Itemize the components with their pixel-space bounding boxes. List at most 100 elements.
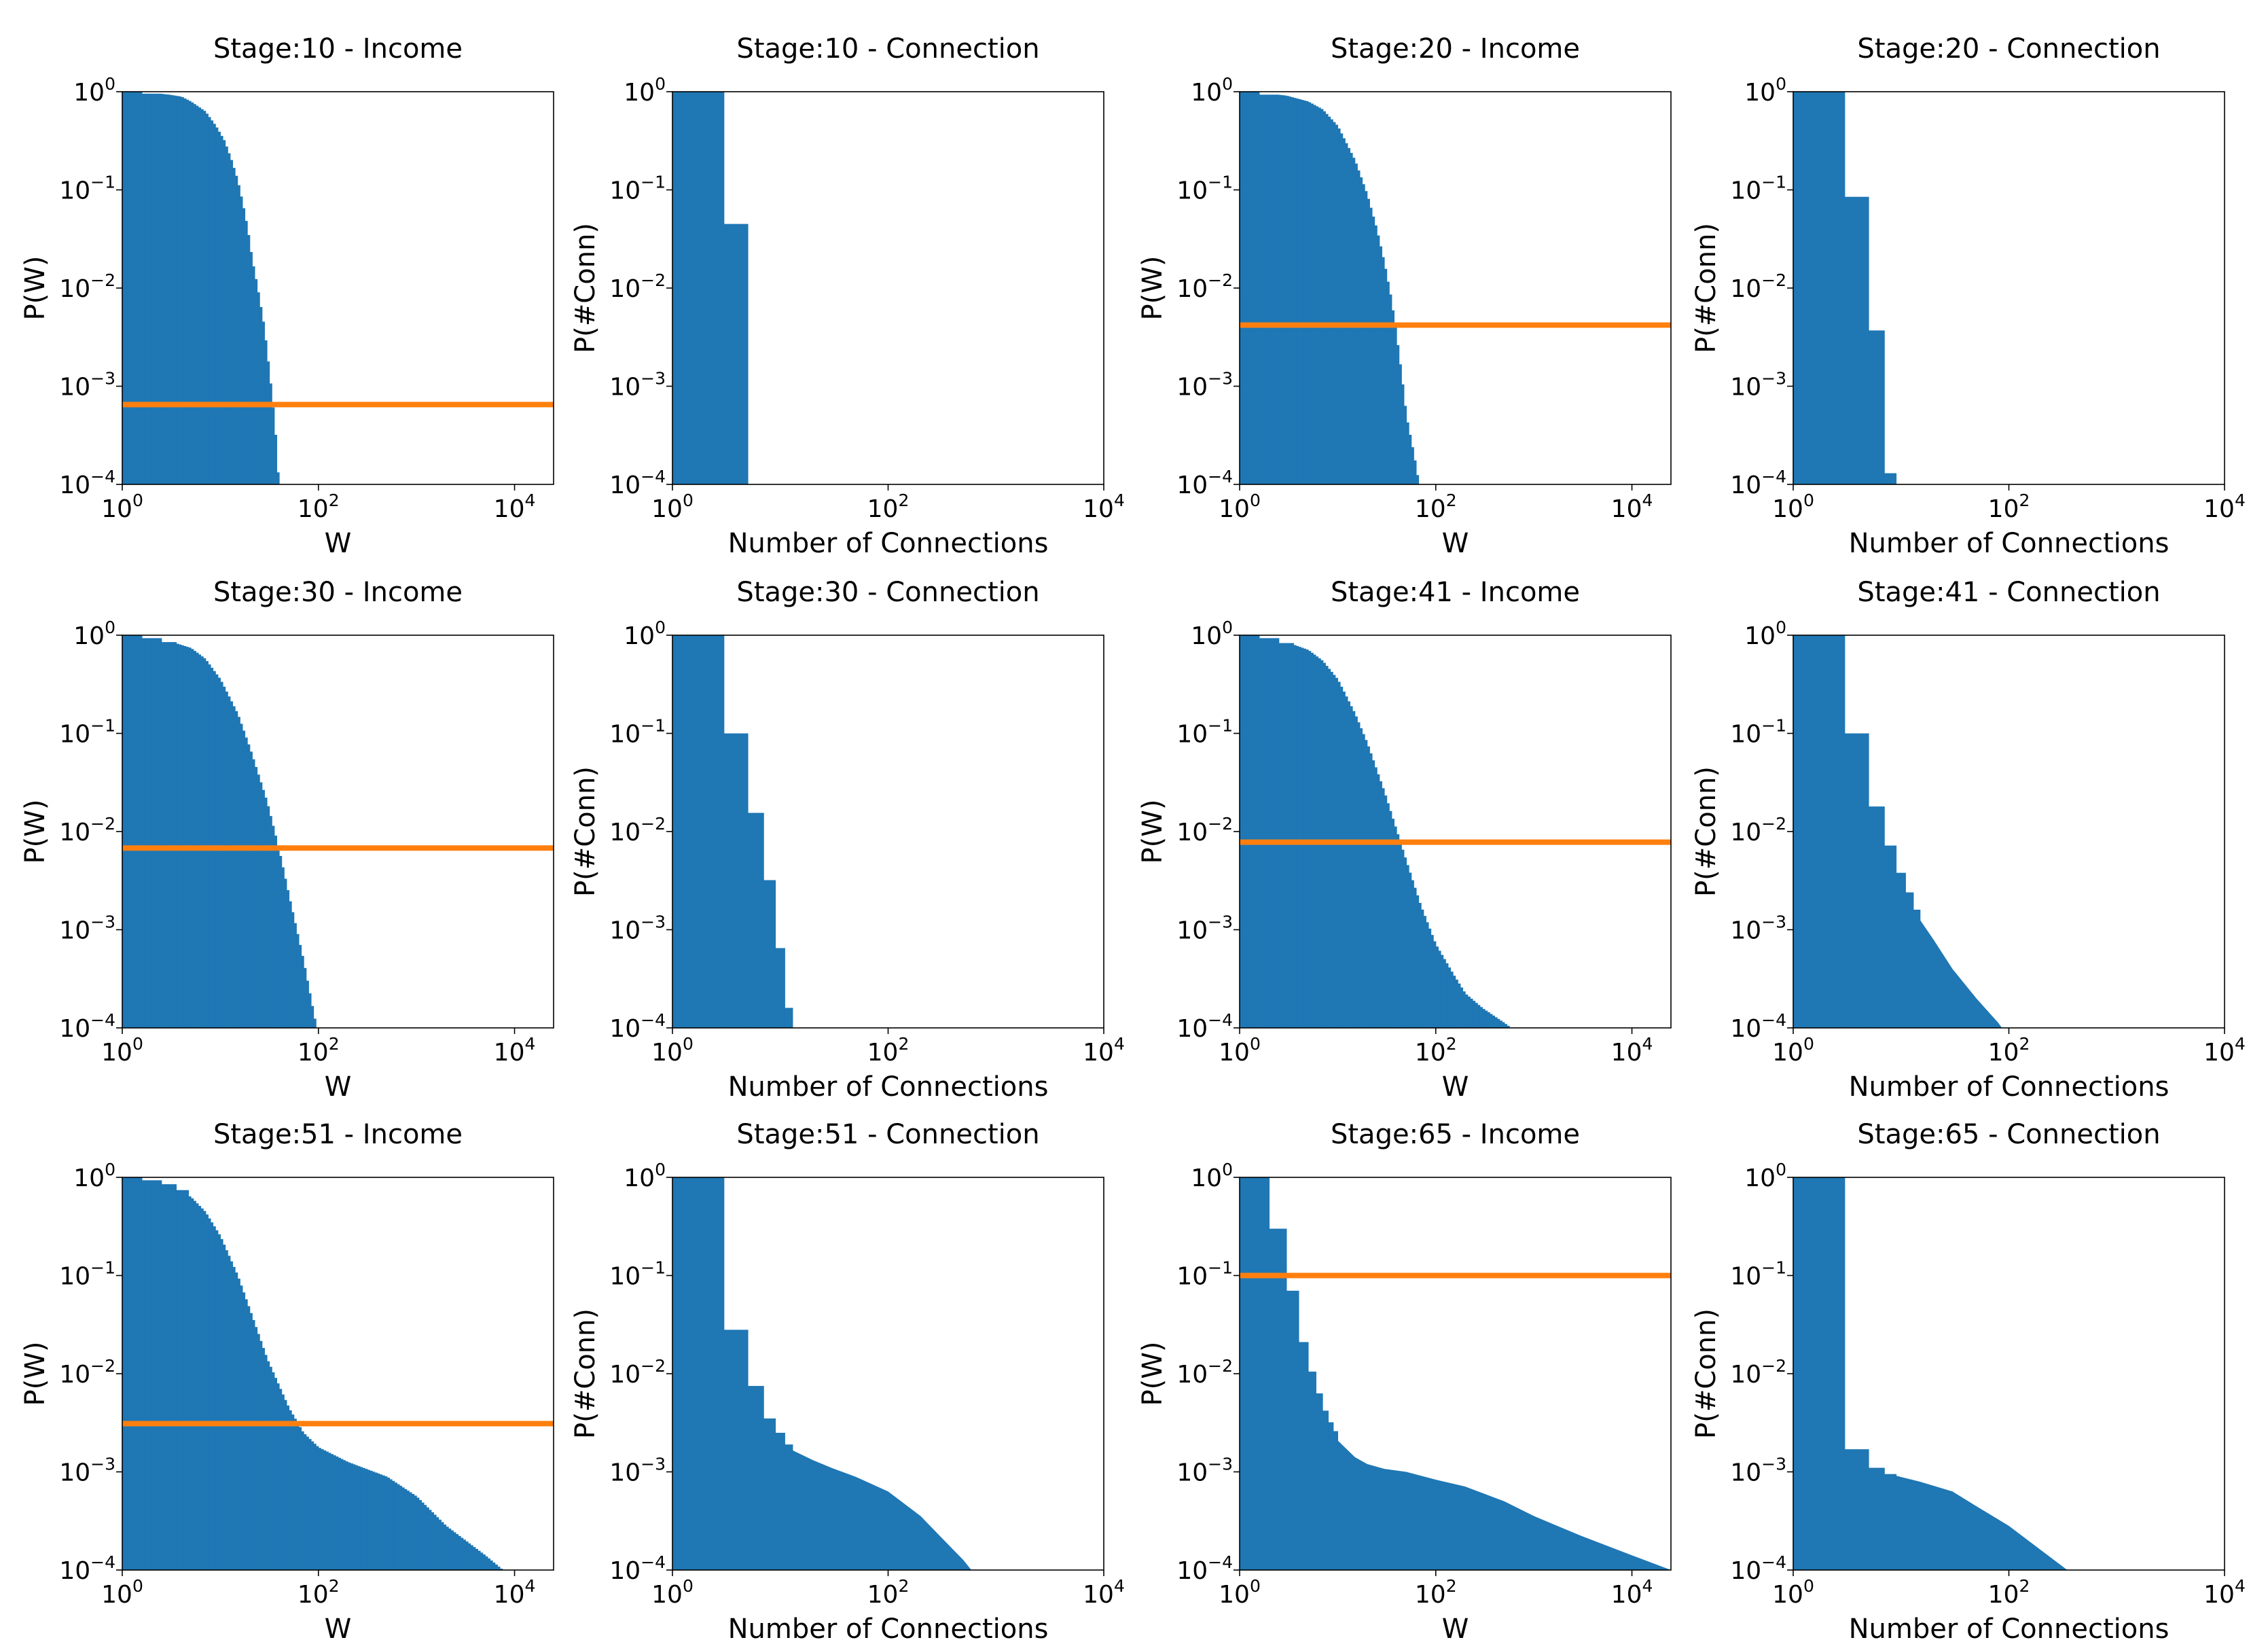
histogram-bin-69 xyxy=(289,1410,292,1570)
histogram-bin-49 xyxy=(240,1285,243,1570)
histogram-bin-11 xyxy=(147,93,150,484)
y-tick-label: 100 xyxy=(73,74,115,107)
histogram-bin-19 xyxy=(1283,643,1287,1028)
histogram-bin-7 xyxy=(1254,92,1257,484)
histogram-bin-94 xyxy=(1467,996,1471,1028)
y-tick-label: 10−1 xyxy=(1730,1258,1786,1291)
histogram-bin-2 xyxy=(124,1177,128,1570)
histogram-bin-55 xyxy=(1371,216,1375,484)
histogram-bar-5 xyxy=(775,948,785,1028)
subplot-title: Stage:10 - Income xyxy=(213,33,463,65)
histogram-bin-106 xyxy=(380,1474,383,1570)
histogram-bin-1 xyxy=(122,1177,126,1570)
y-tick-label: 10−2 xyxy=(1730,1356,1786,1389)
histogram-bin-79 xyxy=(313,1018,317,1028)
histogram-bin-101 xyxy=(367,1469,371,1570)
histogram-bin-46 xyxy=(1350,153,1353,484)
histogram-bin-7 xyxy=(1254,635,1257,1028)
x-axis-label: Number of Connections xyxy=(1849,1071,2170,1103)
histogram-bin-10 xyxy=(1261,94,1265,484)
histogram-bar-3 xyxy=(1868,330,1885,484)
histogram-bin-47 xyxy=(235,711,238,1028)
histogram-bar-3 xyxy=(1868,1467,1885,1570)
histogram-bin-52 xyxy=(1365,740,1368,1028)
histogram-bin-95 xyxy=(353,1464,356,1570)
histogram-bin-80 xyxy=(316,1446,319,1570)
histogram-bin-19 xyxy=(166,1184,170,1570)
subplot-7: 100 102 104 100 10−1 10−2 10−3 10−4 Stage:41 - I… xyxy=(1137,577,1672,1103)
histogram-bin-36 xyxy=(1325,666,1329,1028)
histogram-bin-39 xyxy=(215,127,219,484)
histogram-bin-98 xyxy=(1477,1005,1481,1028)
histogram-bin-89 xyxy=(338,1457,341,1570)
histogram-bin-10 xyxy=(144,1180,147,1570)
histogram-bin-6 xyxy=(1252,635,1255,1028)
histogram-bin-11 xyxy=(1264,638,1267,1028)
histogram-bin-11 xyxy=(147,638,150,1028)
histogram-bin-26 xyxy=(183,98,187,484)
histogram-bin-47 xyxy=(1352,711,1356,1028)
histogram-bin-121 xyxy=(416,1497,420,1570)
histogram-bar-1 xyxy=(672,635,725,1028)
histogram-bin-92 xyxy=(345,1461,348,1570)
histogram-bar-4 xyxy=(1884,845,1897,1028)
histogram-bin-68 xyxy=(1403,857,1407,1028)
histogram-bin-28 xyxy=(188,101,192,484)
histogram-bin-108 xyxy=(1502,1022,1505,1028)
histogram-bin-36 xyxy=(1325,113,1329,484)
histogram-bin-149 xyxy=(485,1556,488,1570)
histogram-bin-64 xyxy=(1394,826,1397,1028)
histogram-bin-16 xyxy=(159,93,162,484)
histogram-bin-46 xyxy=(1350,706,1353,1028)
x-tick-label: 104 xyxy=(494,1034,536,1067)
histogram-bin-45 xyxy=(230,1261,234,1570)
histogram-bin-51 xyxy=(1362,184,1365,484)
y-tick-label: 10−4 xyxy=(1176,1010,1233,1043)
histogram-bin-9 xyxy=(141,93,145,484)
histogram-bin-71 xyxy=(293,923,297,1028)
histogram-bin-81 xyxy=(1435,946,1439,1028)
histogram-bin-26 xyxy=(1301,100,1304,484)
histogram-bar-6 xyxy=(1316,1393,1323,1570)
histogram-bin-48 xyxy=(237,717,240,1028)
plot-area xyxy=(122,1177,503,1570)
subplot-title: Stage:30 - Connection xyxy=(736,577,1039,608)
histogram-bin-17 xyxy=(1278,94,1282,484)
histogram-bin-91 xyxy=(1460,987,1464,1028)
y-tick-label: 10−2 xyxy=(59,814,115,846)
histogram-bin-4 xyxy=(1246,92,1250,484)
x-axis-label: Number of Connections xyxy=(728,528,1049,559)
histogram-bin-58 xyxy=(1379,781,1382,1028)
y-tick-label: 10−4 xyxy=(59,467,115,499)
histogram-bar-5 xyxy=(1308,1371,1316,1570)
x-tick-label: 104 xyxy=(1611,1576,1653,1609)
histogram-bin-27 xyxy=(185,647,190,1028)
histogram-bin-30 xyxy=(193,104,196,484)
histogram-bin-41 xyxy=(220,681,223,1028)
histogram-bin-124 xyxy=(423,1505,427,1570)
x-tick-label: 104 xyxy=(1083,1576,1125,1609)
histogram-bin-72 xyxy=(1414,460,1417,484)
histogram-bin-75 xyxy=(304,1434,307,1570)
subplot-12: 100 102 104 100 10−1 10−2 10−3 10−4 Stage:65 - C… xyxy=(1691,1119,2246,1640)
x-axis-label: W xyxy=(1442,528,1469,559)
histogram-bin-30 xyxy=(193,650,196,1028)
histogram-bin-13 xyxy=(1269,94,1272,484)
y-tick-label: 10−4 xyxy=(609,467,666,499)
histogram-bin-83 xyxy=(323,1450,327,1570)
histogram-bin-13 xyxy=(151,1180,155,1570)
histogram-bin-23 xyxy=(176,1190,179,1570)
x-tick-label: 104 xyxy=(1083,491,1125,523)
histogram-bin-110 xyxy=(389,1479,393,1570)
histogram-bin-99 xyxy=(362,1467,365,1570)
histogram-bar-3 xyxy=(1286,1290,1299,1570)
histogram-bin-73 xyxy=(1416,475,1420,484)
histogram-bin-33 xyxy=(200,1208,204,1570)
histogram-bin-83 xyxy=(1440,955,1444,1028)
histogram-bin-64 xyxy=(1394,327,1397,484)
histogram-bin-48 xyxy=(237,185,240,484)
x-axis-label: Number of Connections xyxy=(1849,1614,2170,1640)
histogram-bin-116 xyxy=(404,1489,408,1570)
y-tick-label: 10−4 xyxy=(1730,1010,1786,1043)
x-tick-label: 100 xyxy=(1219,491,1261,523)
